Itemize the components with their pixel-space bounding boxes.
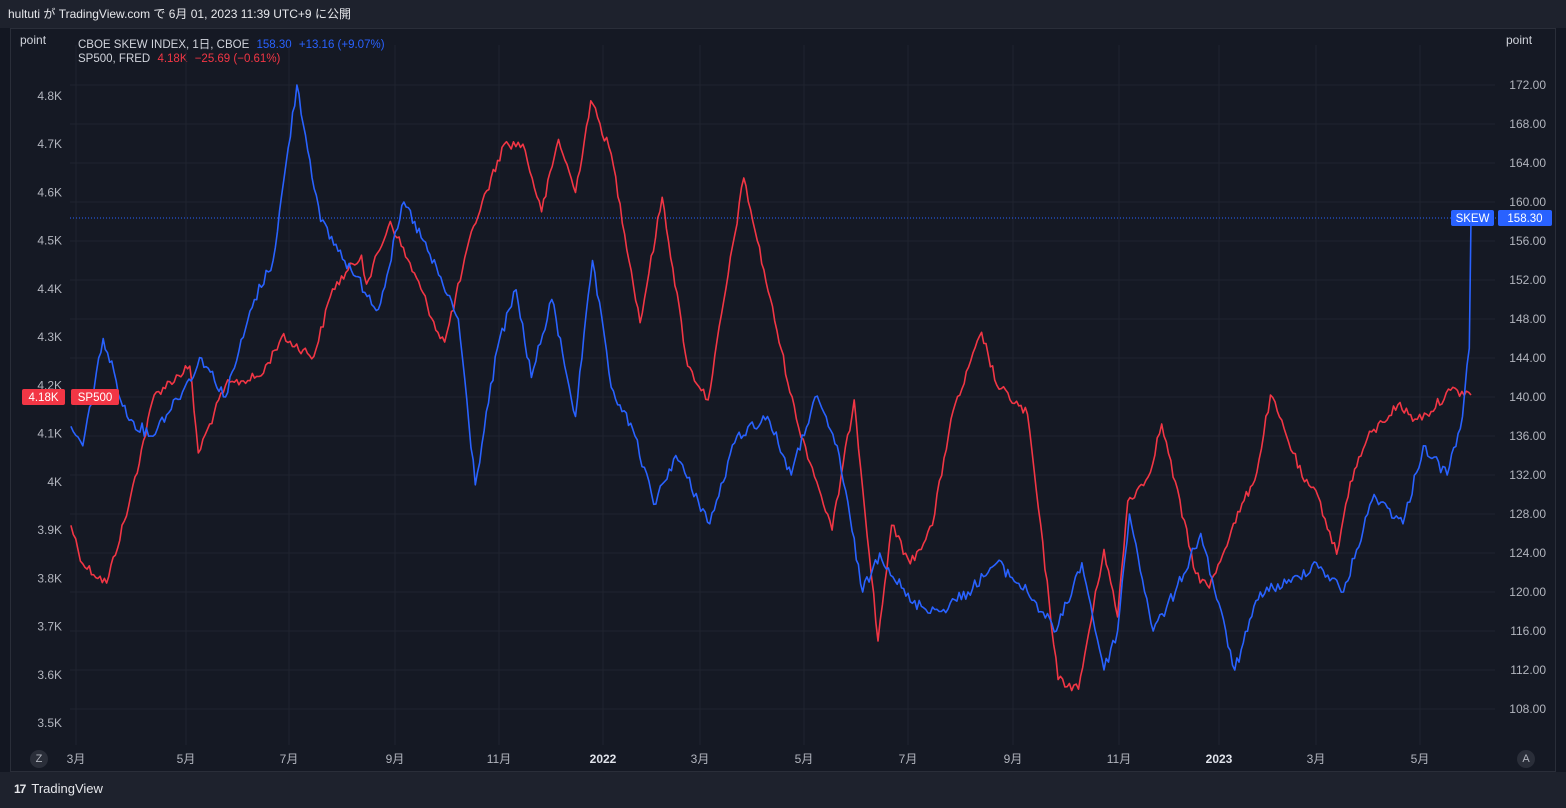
time-tick-label: 9月 xyxy=(1004,752,1023,766)
right-tick-label: 108.00 xyxy=(1509,702,1546,716)
sp500-value-badge-text: 4.18K xyxy=(28,392,58,404)
time-tick-label: 2022 xyxy=(590,752,617,766)
skew-value-badge-text: 158.30 xyxy=(1507,213,1542,225)
right-tick-label: 140.00 xyxy=(1509,390,1546,404)
time-tick-label: 5月 xyxy=(795,752,814,766)
sp500-value-badge xyxy=(22,389,65,405)
time-tick-label: 3月 xyxy=(67,752,86,766)
auto-scale-button[interactable]: A xyxy=(1517,750,1535,768)
legend-skew-change: +13.16 (+9.07%) xyxy=(298,39,385,51)
tradingview-brand-name: TradingView xyxy=(31,781,103,796)
legend-sp500-value: 4.18K xyxy=(157,53,188,65)
right-tick-label: 132.00 xyxy=(1509,468,1546,482)
right-tick-label: 172.00 xyxy=(1509,78,1546,92)
right-tick-label: 136.00 xyxy=(1509,429,1546,443)
time-tick-label: 7月 xyxy=(280,752,299,766)
time-tick-label: 11月 xyxy=(487,752,511,766)
skew-name-badge xyxy=(1451,210,1494,226)
legend-skew-value: 158.30 xyxy=(256,39,292,51)
skew-name-badge-text: SKEW xyxy=(1456,213,1490,225)
left-tick-label: 4.4K xyxy=(37,282,62,296)
time-tick-label: 3月 xyxy=(691,752,710,766)
left-tick-label: 3.7K xyxy=(37,620,62,634)
chart-pane[interactable] xyxy=(10,28,1556,772)
left-tick-label: 4.5K xyxy=(37,234,62,248)
right-tick-label: 128.00 xyxy=(1509,507,1546,521)
left-axis-unit: point xyxy=(20,33,47,47)
tradingview-logo-icon: 17 xyxy=(14,781,26,796)
left-axis[interactable]: 4.8K 4.7K 4.6K 4.5K 4.4K 4.3K 4.2K 4.1K 4K 3.9K 3.… xyxy=(37,89,62,730)
right-tick-label: 160.00 xyxy=(1509,195,1546,209)
right-tick-label: 148.00 xyxy=(1509,312,1546,326)
sp500-name-badge-text: SP500 xyxy=(78,392,113,404)
left-tick-label: 3.8K xyxy=(37,571,62,585)
sp500-line xyxy=(70,100,1472,692)
right-tick-label: 120.00 xyxy=(1509,585,1546,599)
time-tick-label: 9月 xyxy=(386,752,405,766)
zoom-reset-button[interactable]: Z xyxy=(30,750,48,768)
left-tick-label: 4K xyxy=(47,475,62,489)
right-tick-label: 164.00 xyxy=(1509,156,1546,170)
grid-lines xyxy=(70,45,1495,745)
left-tick-label: 4.2K xyxy=(37,378,62,392)
left-tick-label: 4.6K xyxy=(37,185,62,199)
legend-skew-name: CBOE SKEW INDEX, 1日, CBOE xyxy=(78,39,250,51)
time-tick-label: 11月 xyxy=(1107,752,1131,766)
right-tick-label: 116.00 xyxy=(1510,624,1546,638)
left-tick-label: 4.3K xyxy=(37,330,62,344)
time-tick-label: 3月 xyxy=(1307,752,1326,766)
right-tick-label: 152.00 xyxy=(1509,273,1546,287)
left-tick-label: 3.9K xyxy=(37,523,62,537)
right-tick-label: 124.00 xyxy=(1509,546,1546,560)
series-layer xyxy=(70,84,1472,692)
right-axis-unit: point xyxy=(1506,33,1533,47)
skew-value-badge xyxy=(1498,210,1552,226)
time-tick-label: 5月 xyxy=(177,752,196,766)
left-tick-label: 4.1K xyxy=(37,427,62,441)
sp500-name-badge xyxy=(71,389,119,405)
publish-header-text: hultuti が TradingView.com で 6月 01, 2023 … xyxy=(8,7,351,21)
right-axis[interactable]: 172.00 168.00 164.00 160.00 156.00 152.00 148.… xyxy=(1509,78,1546,716)
tradingview-brand[interactable]: 17 TradingView xyxy=(14,781,103,796)
skew-line xyxy=(70,84,1472,671)
legend-sp500-change: −25.69 (−0.61%) xyxy=(194,53,281,65)
legend-skew[interactable]: CBOE SKEW INDEX, 1日, CBOE 158.30 +13.16 … xyxy=(78,36,385,52)
right-tick-label: 112.00 xyxy=(1510,663,1546,677)
left-tick-label: 4.8K xyxy=(37,89,62,103)
publish-header: hultuti が TradingView.com で 6月 01, 2023 … xyxy=(0,0,1566,28)
time-tick-label: 2023 xyxy=(1206,752,1233,766)
right-tick-label: 144.00 xyxy=(1509,351,1546,365)
legend-sp500[interactable]: SP500, FRED 4.18K −25.69 (−0.61%) xyxy=(78,53,280,65)
time-axis[interactable]: 3月 5月 7月 9月 11月 2022 3月 5月 7月 9月 11月 2023 3月 5月 xyxy=(67,752,1430,766)
time-tick-label: 5月 xyxy=(1411,752,1430,766)
time-tick-label: 7月 xyxy=(899,752,918,766)
left-tick-label: 3.6K xyxy=(37,668,62,682)
left-tick-label: 4.7K xyxy=(37,137,62,151)
right-tick-label: 168.00 xyxy=(1509,117,1546,131)
left-tick-label: 3.5K xyxy=(37,716,62,730)
legend-sp500-name: SP500, FRED xyxy=(78,53,151,65)
right-tick-label: 156.00 xyxy=(1509,234,1546,248)
footer-bar: 17 TradingView xyxy=(0,772,1566,808)
